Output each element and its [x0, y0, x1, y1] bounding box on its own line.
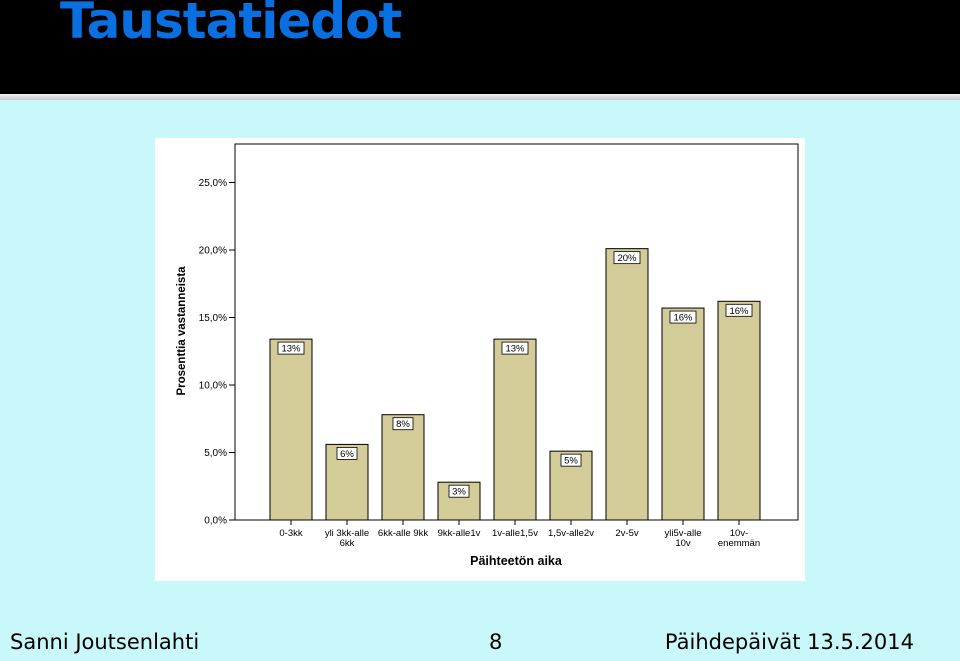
x-tick-label: 0-3kk	[279, 528, 302, 539]
title-divider	[0, 94, 960, 100]
x-tick-label: yli5v-alle	[665, 528, 702, 539]
y-axis: 0,0% 5,0% 10,0% 15,0% 20,0% 25,0%	[199, 178, 235, 527]
data-label: 13%	[281, 344, 301, 355]
bar	[325, 443, 369, 521]
data-label-box	[725, 303, 753, 317]
y-tick-label: 15,0%	[199, 313, 227, 324]
x-tick-label: 10v-	[730, 528, 748, 539]
bar-chart: 0,0%5,0%10,0%15,0%20,0%25,0% 13%6%8%3%13…	[176, 143, 799, 568]
x-tick-label: 1v-alle1,5v	[492, 528, 538, 539]
data-label: 13%	[505, 344, 525, 355]
footer-page-number: 8	[489, 630, 503, 654]
data-label-box	[560, 453, 582, 467]
x-tick-label: enemmän	[718, 538, 760, 549]
chart-panel: 0,0% 5,0% 10,0% 15,0% 20,0% 25,0% 13% 6% 8% 3% 13…	[155, 138, 805, 581]
data-label-box	[501, 341, 529, 355]
y-tick-label: 25,0%	[199, 178, 227, 189]
data-label: 16%	[673, 313, 693, 324]
x-axis-label: Päihteetön aika	[470, 554, 563, 568]
x-tick-label: 6kk	[340, 538, 355, 549]
x-tick-label: 9kk-alle1v	[438, 528, 481, 539]
x-tick-label: 2v-5v	[615, 528, 638, 539]
data-label-box	[669, 310, 697, 324]
data-label: 20%	[617, 253, 637, 264]
y-tick-label: 20,0%	[199, 246, 227, 257]
data-label: 6%	[340, 449, 354, 460]
bar	[381, 414, 425, 521]
y-tick-label: 10,0%	[199, 381, 227, 392]
bar	[605, 248, 649, 521]
slide-title: Taustatiedot	[60, 0, 402, 50]
data-label: 3%	[452, 487, 466, 498]
data-label-box	[336, 446, 358, 460]
x-tick-label: 10v	[675, 538, 691, 549]
bar	[717, 300, 761, 521]
title-bar	[0, 0, 960, 94]
bar	[269, 338, 313, 521]
x-tick-label: 1,5v-alle2v	[548, 528, 594, 539]
data-label-box	[277, 341, 305, 355]
footer-event: Päihdepäivät 13.5.2014	[664, 630, 914, 654]
data-label: 8%	[396, 419, 410, 430]
bars: 13% 6% 8% 3% 13% 5% 20% 16% 16%	[269, 248, 761, 521]
y-tick-label: 0,0%	[204, 516, 227, 527]
data-label-box	[392, 417, 414, 431]
bar	[661, 307, 705, 521]
footer-author: Sanni Joutsenlahti	[10, 630, 200, 654]
data-label-box	[613, 251, 641, 265]
data-label: 16%	[729, 306, 749, 317]
data-label: 5%	[564, 456, 578, 467]
x-tick-label: yli 3kk-alle	[325, 528, 369, 539]
y-axis-label: Prosenttia vastanneista	[176, 266, 188, 396]
x-tick-label: 6kk-alle 9kk	[378, 528, 428, 539]
data-label-box	[448, 484, 470, 498]
y-tick-label: 5,0%	[204, 448, 227, 459]
bar	[493, 338, 537, 521]
